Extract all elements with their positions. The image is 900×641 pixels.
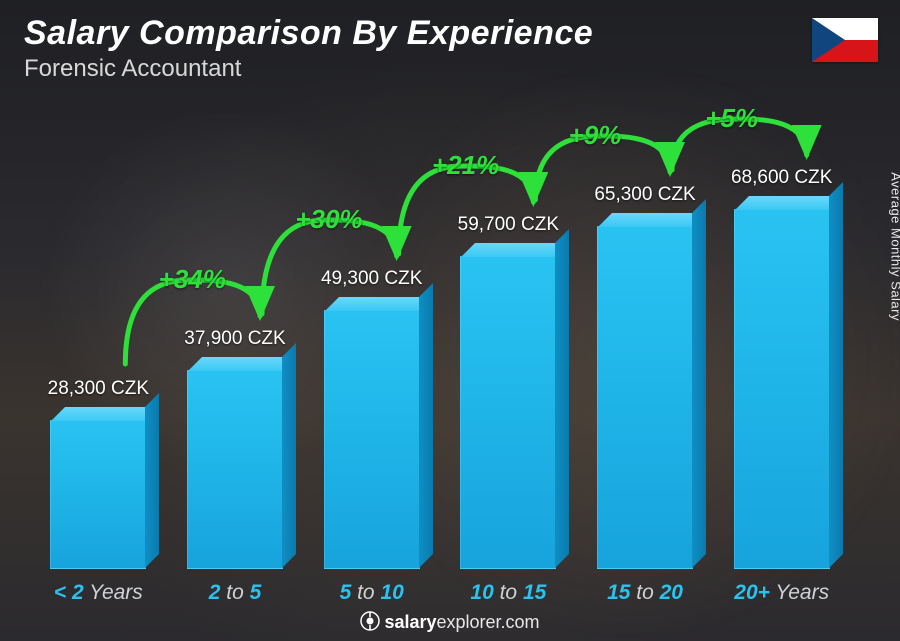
growth-pct-label: +9% [569, 120, 622, 151]
footer-brand-bold: salary [384, 612, 436, 632]
footer-attribution: salaryexplorer.com [0, 611, 900, 633]
country-flag-icon [812, 18, 878, 62]
growth-pct-label: +5% [705, 103, 758, 134]
infographic-container: Salary Comparison By Experience Forensic… [0, 0, 900, 641]
x-axis-label: < 2 Years [30, 581, 167, 605]
growth-pct-label: +30% [295, 204, 362, 235]
x-axis-label: 20+ Years [713, 581, 850, 605]
x-axis-label: 2 to 5 [167, 581, 304, 605]
title-block: Salary Comparison By Experience Forensic… [24, 14, 593, 83]
logo-icon [360, 611, 380, 631]
footer-brand-rest: explorer.com [437, 612, 540, 632]
growth-pct-label: +21% [432, 150, 499, 181]
x-axis-label: 10 to 15 [440, 581, 577, 605]
page-subtitle: Forensic Accountant [24, 55, 593, 83]
x-axis-label: 15 to 20 [577, 581, 714, 605]
y-axis-label: Average Monthly Salary [889, 172, 900, 321]
x-axis-labels: < 2 Years2 to 55 to 1010 to 1515 to 2020… [30, 581, 850, 605]
salary-bar-chart: 28,300 CZK37,900 CZK49,300 CZK59,700 CZK… [30, 99, 850, 569]
x-axis-label: 5 to 10 [303, 581, 440, 605]
page-title: Salary Comparison By Experience [24, 14, 593, 53]
growth-pct-label: +34% [159, 264, 226, 295]
